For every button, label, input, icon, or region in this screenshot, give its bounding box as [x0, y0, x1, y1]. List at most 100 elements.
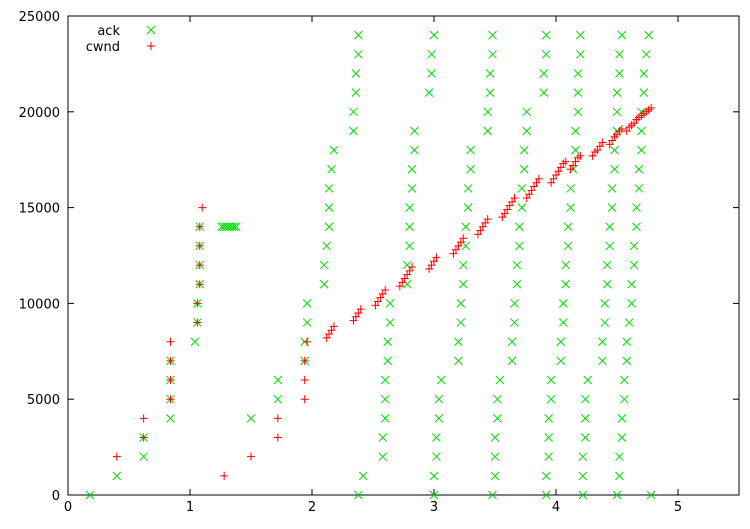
cwnd-point	[166, 337, 175, 346]
cwnd-point	[303, 337, 312, 346]
y-tick-label: 0	[52, 489, 60, 504]
cwnd-point	[408, 262, 417, 271]
ack-point	[615, 69, 624, 78]
ack-point	[602, 260, 612, 270]
ack-point	[522, 126, 532, 136]
ack-point	[385, 318, 395, 327]
cwnd-point	[193, 318, 202, 327]
ack-point	[483, 107, 493, 117]
ack-point	[85, 490, 95, 500]
ack-point	[463, 184, 473, 193]
ack-point	[436, 375, 446, 385]
ack-point	[563, 222, 573, 232]
ack-point	[612, 88, 622, 97]
ack-point	[607, 184, 617, 193]
ack-point	[541, 471, 551, 481]
ack-point	[383, 337, 392, 347]
cwnd-point	[300, 356, 309, 365]
ack-point	[578, 471, 588, 481]
cwnd-point	[459, 234, 468, 243]
cwnd-point	[576, 151, 585, 160]
ack-point	[380, 394, 390, 404]
ack-point	[485, 88, 495, 97]
ack-point	[541, 30, 551, 40]
ack-point	[324, 222, 334, 232]
series-cwnd	[112, 103, 656, 480]
cwnd-point	[139, 433, 148, 442]
ack-point	[639, 88, 649, 97]
ack-point	[461, 222, 471, 232]
ack-point	[578, 490, 588, 500]
ack-point	[429, 30, 439, 40]
x-tick-label: 0	[64, 500, 72, 515]
legend-marker-cwnd	[147, 42, 155, 50]
ack-point	[510, 318, 519, 327]
cwnd-point	[273, 414, 282, 423]
ack-point	[454, 356, 463, 366]
ack-point	[634, 164, 644, 174]
ack-point	[512, 279, 522, 289]
cwnd-point	[273, 433, 282, 442]
ack-point	[600, 299, 610, 308]
ack-point	[456, 318, 466, 327]
y-tick-label: 25000	[19, 10, 60, 25]
ack-point	[615, 471, 624, 481]
ack-point	[273, 394, 283, 404]
cwnd-point	[432, 253, 441, 262]
cwnd-point	[112, 452, 121, 461]
ack-point	[466, 145, 475, 155]
ack-point	[488, 30, 497, 40]
ack-point	[461, 241, 471, 251]
ack-point	[378, 452, 388, 462]
ack-point	[302, 318, 312, 327]
ack-point	[612, 490, 622, 500]
ack-point	[466, 164, 475, 174]
ack-point	[610, 145, 619, 155]
ack-point	[507, 356, 517, 366]
ack-point	[407, 184, 417, 193]
ack-point	[519, 164, 529, 174]
y-tick-label: 20000	[19, 106, 60, 121]
cwnd-point	[510, 194, 519, 203]
cwnd-point	[561, 157, 570, 166]
y-tick-label: 5000	[27, 393, 60, 408]
cwnd-point	[220, 471, 229, 480]
ack-point	[624, 318, 634, 327]
ack-point	[602, 279, 612, 289]
ack-point	[378, 433, 388, 442]
ack-point	[576, 30, 585, 40]
ack-point	[578, 452, 588, 462]
cwnd-point	[356, 305, 365, 314]
cwnd-point	[329, 322, 338, 331]
ack-point	[407, 164, 417, 174]
ack-point	[319, 279, 329, 289]
ack-point	[617, 414, 627, 423]
ack-point	[573, 88, 583, 97]
ack-point	[383, 356, 392, 366]
ack-point	[629, 260, 639, 270]
cwnd-point	[195, 261, 204, 270]
cwnd-point	[300, 395, 309, 404]
ack-point	[324, 184, 334, 193]
ack-point	[458, 279, 468, 289]
ack-point	[380, 414, 390, 423]
ack-point	[432, 452, 441, 462]
ack-point	[429, 490, 439, 500]
ack-point	[354, 490, 363, 500]
legend-marker-ack	[146, 25, 156, 35]
ack-point	[605, 241, 615, 251]
ack-point	[576, 49, 585, 59]
ack-point	[583, 375, 593, 385]
ack-point	[627, 279, 636, 289]
cwnd-point	[166, 376, 175, 385]
ack-point	[493, 414, 502, 423]
ack-point	[561, 260, 571, 270]
ack-point	[580, 433, 590, 442]
ack-point	[432, 433, 441, 442]
ack-point	[517, 184, 527, 193]
ack-point	[541, 49, 551, 59]
ack-point	[349, 107, 358, 117]
ack-point	[351, 69, 361, 78]
ack-point	[112, 471, 122, 481]
